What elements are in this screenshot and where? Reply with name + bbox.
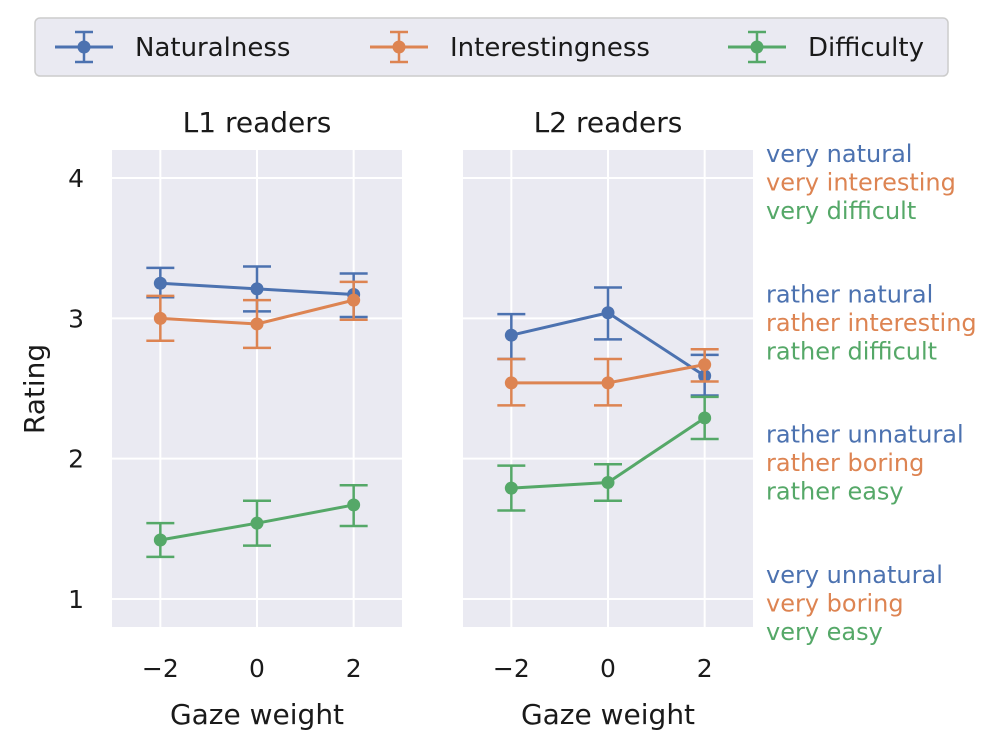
y-tick-label: 1 (68, 585, 84, 614)
data-point (504, 481, 518, 495)
legend-item-interestingness: Interestingness (370, 30, 650, 64)
series-interestingness (497, 347, 719, 407)
annotation-naturalness: very natural (766, 140, 912, 168)
data-point (347, 293, 361, 307)
data-point (250, 282, 264, 296)
panel-title: L2 readers (534, 106, 683, 139)
data-point (601, 376, 615, 390)
data-point (504, 328, 518, 342)
annotation-interestingness: very interesting (766, 169, 956, 197)
annotation-interestingness: rather boring (766, 449, 924, 477)
annotation-difficulty: very easy (766, 618, 883, 646)
y-tick-label: 4 (68, 164, 84, 193)
series-difficulty (497, 395, 719, 512)
legend-marker (77, 40, 91, 54)
y-axis-label: Rating (18, 344, 51, 434)
annotation-difficulty: rather easy (766, 478, 904, 506)
data-point (698, 358, 712, 372)
legend-marker (392, 40, 406, 54)
x-tick-label: −2 (142, 654, 179, 683)
legend-label: Interestingness (450, 33, 650, 63)
legend-label: Naturalness (135, 33, 290, 63)
data-point (250, 317, 264, 331)
x-tick-label: 0 (600, 654, 616, 683)
data-point (698, 411, 712, 425)
panel-l1-readers: L1 readers Gaze weight −2 0 2 (112, 106, 402, 731)
series-difficulty (146, 484, 368, 559)
annotation-naturalness: rather natural (766, 280, 933, 308)
annotation-naturalness: rather unnatural (766, 421, 964, 449)
x-axis-label: Gaze weight (521, 698, 695, 731)
panel-title: L1 readers (183, 106, 332, 139)
y-tick-label: 3 (68, 304, 84, 333)
legend: Naturalness Interestingness Difficulty (34, 17, 949, 77)
data-point (601, 306, 615, 320)
y-tick-label: 2 (68, 445, 84, 474)
x-axis-label: Gaze weight (170, 698, 344, 731)
data-point (347, 498, 361, 512)
data-point (153, 276, 167, 290)
x-tick-label: 2 (346, 654, 362, 683)
data-point (601, 475, 615, 489)
y-axis-ticks: 1 2 3 4 (68, 164, 84, 614)
data-point (250, 516, 264, 530)
legend-label: Difficulty (808, 33, 924, 63)
annotation-interestingness: rather interesting (766, 309, 977, 337)
data-point (153, 311, 167, 325)
data-point (153, 533, 167, 547)
data-point (504, 376, 518, 390)
x-tick-label: 0 (249, 654, 265, 683)
panel-l2-readers: L2 readers Gaze weight −2 0 2 (463, 106, 753, 731)
annotation-interestingness: very boring (766, 589, 904, 617)
annotation-difficulty: rather difficult (766, 337, 937, 365)
x-tick-label: −2 (493, 654, 530, 683)
x-tick-label: 2 (697, 654, 713, 683)
series-interestingness (146, 280, 368, 350)
legend-marker (750, 40, 764, 54)
legend-item-difficulty: Difficulty (728, 30, 924, 64)
annotation-naturalness: very unnatural (766, 561, 943, 589)
legend-frame (34, 17, 949, 77)
legend-item-naturalness: Naturalness (55, 30, 290, 64)
annotation-difficulty: very difficult (766, 197, 916, 225)
